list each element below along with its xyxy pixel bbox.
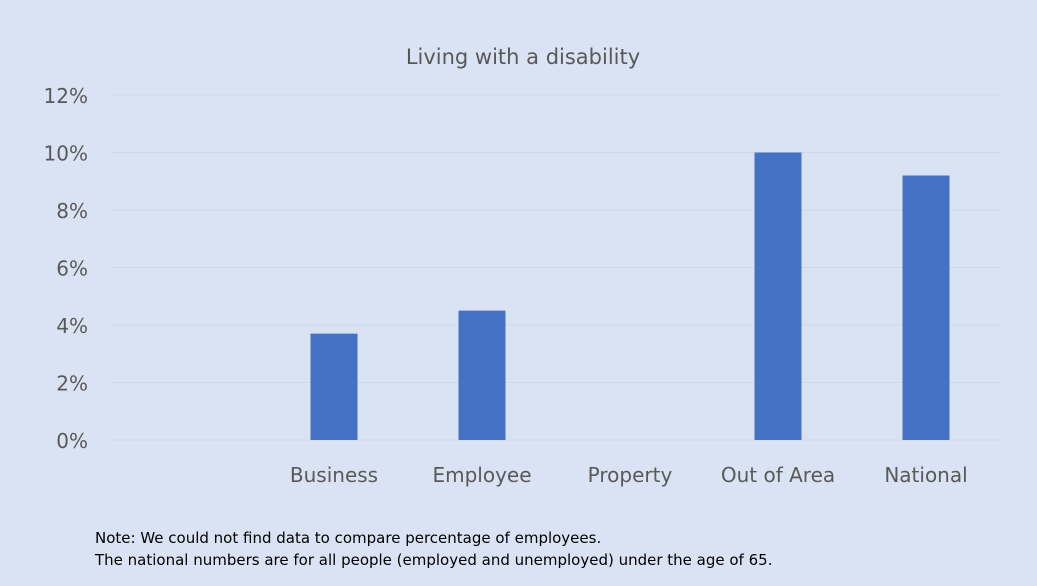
y-tick-label: 0% [56, 429, 88, 453]
y-tick-label: 4% [56, 314, 88, 338]
y-tick-label: 2% [56, 372, 88, 396]
bars [310, 152, 950, 440]
x-tick-label: National [884, 463, 967, 487]
gridlines [112, 94, 1000, 441]
y-axis: 0% 2% 4% 6% 8% 10% 12% [44, 84, 88, 453]
chart-notes: Note: We could not find data to compare … [95, 527, 772, 571]
y-tick-label: 12% [44, 84, 88, 108]
note-line-1: Note: We could not find data to compare … [95, 529, 602, 547]
x-tick-label: Business [290, 463, 378, 487]
bar [902, 175, 950, 440]
x-tick-label: Out of Area [721, 463, 835, 487]
bar [754, 152, 802, 440]
chart-title: Living with a disability [406, 45, 640, 69]
x-axis: Business Employee Property Out of Area Natio… [290, 463, 968, 487]
y-tick-label: 6% [56, 257, 88, 281]
note-line-2: The national numbers are for all people … [95, 551, 773, 569]
x-tick-label: Employee [432, 463, 531, 487]
y-tick-label: 8% [56, 199, 88, 223]
y-tick-label: 10% [44, 142, 88, 166]
bar-chart: Living with a disability 0% 2% 4% 6% 8% 10% 12… [44, 45, 1000, 487]
bar [458, 310, 506, 440]
x-tick-label: Property [588, 463, 673, 487]
bar [310, 333, 358, 440]
